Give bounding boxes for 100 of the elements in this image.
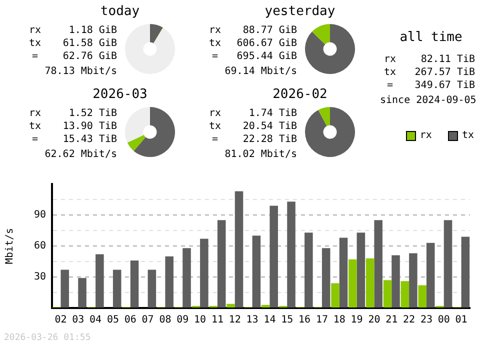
bar [426,242,435,308]
text: 88.77 GiB [242,24,297,37]
text: 81.02 Mbit/s [224,148,297,161]
bar [409,253,418,308]
bar [392,255,400,308]
text: since 2024-09-05 [380,94,476,107]
text: all time [398,30,464,45]
x-tick-label: 06 [124,314,136,326]
bar [217,220,226,308]
text: 61.58 GiB [62,37,117,50]
text: rx [28,24,42,37]
x-tick-label: 00 [438,314,450,326]
bar [444,220,452,308]
bar [112,270,122,308]
text: 82.11 TiB [420,53,475,66]
x-tick-label: 18 [333,314,346,326]
x-tick-label: 03 [72,314,84,326]
x-tick-label: 20 [368,314,380,326]
text: tx [382,66,398,79]
bar [78,278,86,308]
text: 78.13 Mbit/s [44,65,117,78]
legend-label: tx [462,130,474,141]
text: rx [28,107,42,120]
bar [60,270,69,308]
text: 1.18 GiB [68,24,117,37]
y-tick-label: 30 [34,272,46,283]
x-tick-label: 01 [455,314,468,326]
bar [331,283,340,308]
legend-label: rx [420,130,432,141]
text: rx [208,24,222,37]
text: tx [208,37,222,50]
bar [322,248,330,308]
bar [148,270,156,308]
y-axis-title: Mbit/s [4,228,16,264]
text: 22.28 TiB [242,133,297,146]
bar [200,238,208,308]
bar [261,304,270,308]
bar [339,238,348,308]
y-tick-label: 60 [34,240,46,252]
text: tx [28,120,42,133]
text: tx [28,37,42,50]
bar [252,236,261,308]
x-tick-label: 08 [159,314,172,326]
bar [374,220,382,308]
text: 1.52 TiB [68,107,117,120]
x-tick-label: 10 [194,314,206,326]
text: = [30,50,40,63]
x-tick-label: 22 [403,314,416,326]
bar [130,260,139,308]
bar [461,236,470,308]
chart-title: 2026-02 [272,87,328,102]
bar [356,232,366,308]
bar [418,285,426,308]
text: 62.62 Mbit/s [44,148,117,161]
text: = [30,133,40,146]
bar [366,258,374,308]
x-tick-label: 13 [246,314,258,326]
y-tick-label: 90 [34,210,46,221]
text: rx [208,107,222,120]
x-tick-label: 23 [420,314,432,326]
x-tick-label: 14 [264,314,276,326]
text: 15.43 TiB [62,133,117,146]
x-tick-label: 04 [90,314,102,326]
text: 20.54 TiB [242,120,297,133]
bar [287,202,296,308]
bar [165,256,174,308]
text: 267.57 TiB [414,66,475,79]
x-tick-label: 07 [142,314,154,326]
x-tick-label: 19 [350,314,363,326]
text: 62.76 GiB [62,50,117,63]
text: = [210,50,220,63]
bar [304,232,313,308]
bar [234,191,244,308]
bar [270,206,278,308]
bar [383,280,392,308]
text: 695.44 GiB [236,50,297,63]
chart-title: yesterday [264,4,336,19]
text: 13.90 TiB [62,120,117,133]
x-tick-label: 16 [298,314,311,326]
text: = [386,79,394,92]
bar [400,281,410,308]
text: 606.67 GiB [236,37,297,50]
x-tick-label: 05 [106,314,119,326]
x-tick-label: 21 [386,314,398,326]
text: 1.74 TiB [248,107,297,120]
x-tick-label: 11 [211,314,224,326]
x-tick-label: 15 [281,314,294,326]
text: = [210,133,220,146]
text: rx [382,53,398,66]
x-tick-label: 17 [316,314,328,326]
bar [226,304,235,308]
chart-title: today [99,4,141,19]
x-tick-label: 02 [54,314,67,326]
x-tick-label: 09 [176,314,189,326]
chart-title: 2026-03 [92,87,148,102]
bar [348,259,357,308]
text: 69.14 Mbit/s [224,65,297,78]
bar [182,248,191,308]
text: tx [208,120,222,133]
x-tick-label: 12 [228,314,241,326]
